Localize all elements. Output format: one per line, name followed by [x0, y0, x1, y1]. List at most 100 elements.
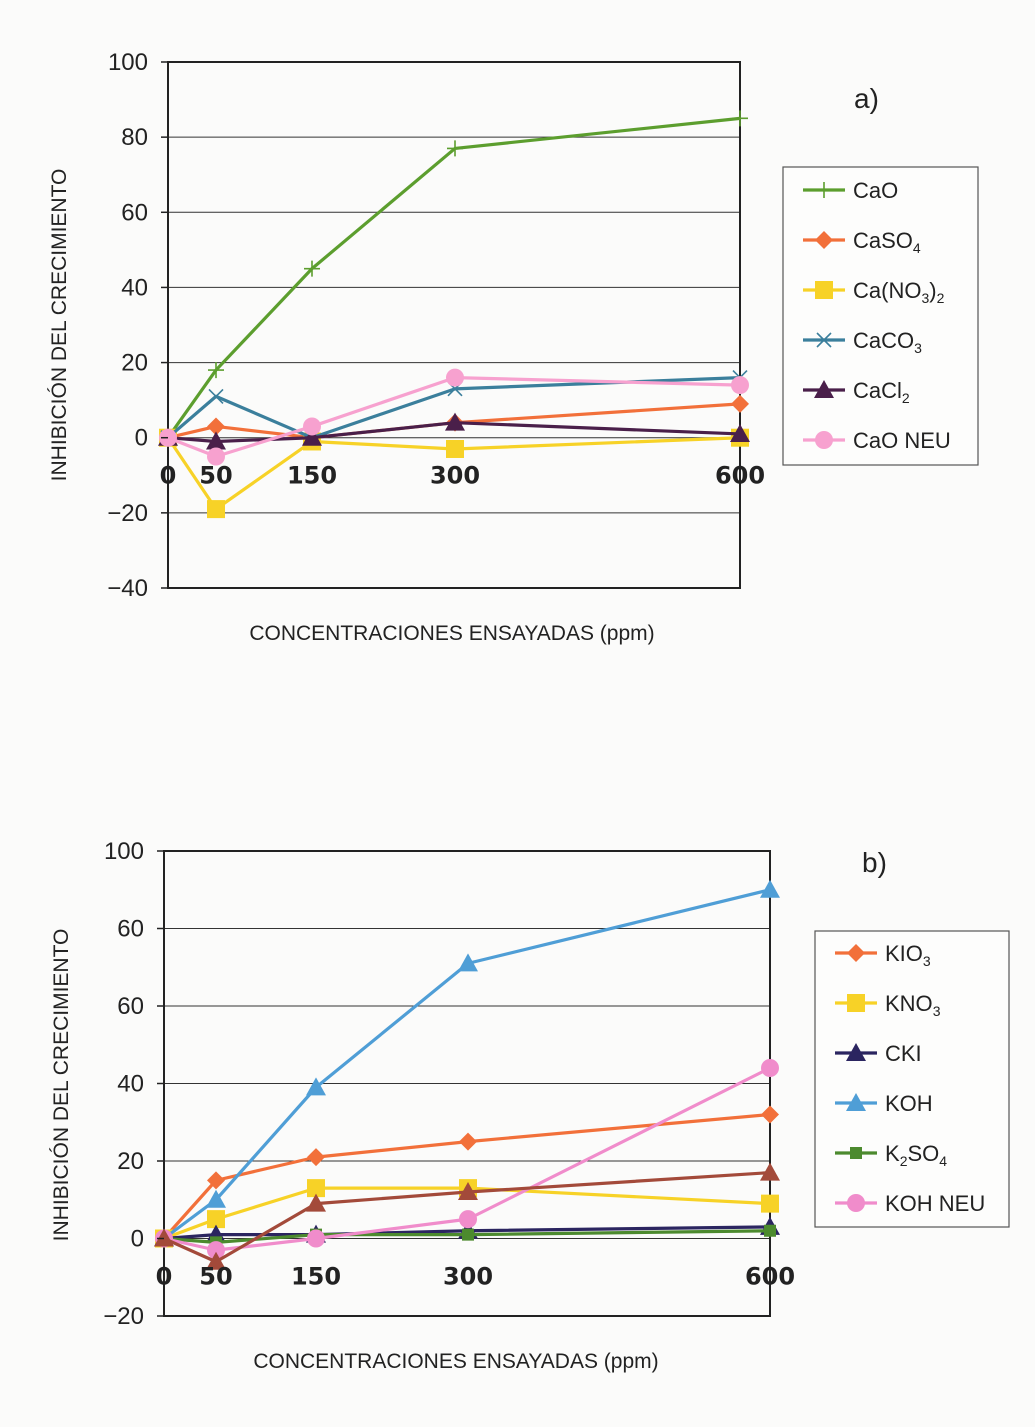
y-axis-title: INHIBICIÓN DEL CRECIMIENTO: [50, 929, 73, 1242]
y-tick-label: 80: [121, 124, 148, 151]
data-point: [307, 1148, 325, 1167]
legend-label: Ca(NO3)2: [853, 278, 945, 306]
y-tick-label: 40: [121, 274, 148, 301]
x-tick-label: 600: [745, 1263, 795, 1291]
data-point: [208, 388, 224, 404]
y-axis-title: INHIBICIÓN DEL CRECIMIENTO: [48, 169, 71, 482]
legend-item-k2so4: K2SO4: [835, 1141, 947, 1169]
gridlines: [164, 928, 770, 1239]
y-tick-label: −40: [107, 575, 148, 602]
legend-marker: [814, 380, 834, 398]
legend-item-caso4: CaSO4: [803, 228, 921, 256]
data-point: [206, 431, 226, 450]
data-point: [761, 1194, 779, 1213]
series-layer: [158, 110, 750, 519]
data-point: [761, 1105, 779, 1124]
legend-item-cao: CaO: [803, 178, 898, 203]
data-point: [760, 879, 780, 898]
x-tick-labels: 0 50 150 300 600: [160, 462, 765, 490]
y-tick-label: 100: [104, 838, 144, 865]
series-cao-neu: [159, 368, 749, 466]
series-layer: [154, 879, 780, 1270]
legend-label: CaCO3: [853, 328, 922, 356]
legend-item-koh-neu: KOH NEU: [835, 1191, 985, 1216]
legend-marker: [850, 1147, 862, 1159]
y-tick-label: 20: [117, 1148, 144, 1175]
data-point: [207, 1171, 225, 1190]
data-point: [447, 140, 463, 157]
data-point: [207, 500, 225, 519]
x-tick-label: 600: [715, 462, 765, 490]
data-point: [458, 1182, 478, 1200]
legend-item-cacl2: CaCl2: [803, 378, 910, 406]
series-kio3: [155, 1105, 779, 1248]
y-tick-label: 40: [117, 1071, 144, 1098]
legend-marker: [816, 182, 832, 198]
data-point: [445, 412, 465, 431]
legend-marker: [847, 1194, 865, 1212]
legend-box: [814, 930, 1010, 1228]
legend-label: KOH: [885, 1091, 933, 1116]
data-point: [304, 260, 320, 277]
data-point: [307, 1179, 325, 1198]
y-tick-label: 0: [135, 425, 148, 452]
series-series-6: [154, 1162, 780, 1270]
y-tick-label: −20: [103, 1303, 144, 1330]
legend-label: CKI: [885, 1041, 922, 1066]
legend: KIO3 KNO3 CKI KOH K2SO4 KOH NEU: [814, 930, 1010, 1228]
data-point: [154, 1228, 174, 1247]
data-point: [730, 423, 750, 442]
data-point: [303, 417, 321, 436]
plot-area: [167, 61, 741, 589]
legend-item-caco3: CaCO3: [803, 328, 922, 356]
chart-panel-b: 100 60 60 40 20 0 −20 0 50 150 300 600 INHIBICIÓN …: [50, 838, 1010, 1373]
data-point: [302, 427, 322, 446]
panel-label: b): [862, 847, 887, 878]
data-point: [306, 1077, 326, 1096]
legend-label: KOH NEU: [885, 1191, 985, 1216]
legend-label: KNO3: [885, 991, 941, 1019]
data-point: [459, 1210, 477, 1229]
legend-item-cao-neu: CaO NEU: [803, 428, 951, 453]
legend-marker: [847, 944, 865, 962]
data-point: [458, 953, 478, 972]
legend-marker: [815, 281, 833, 299]
y-tick-label: 20: [121, 350, 148, 377]
legend-box: [782, 166, 979, 466]
chart-panel-a: 100 80 60 40 20 0 −20 −40 0 50 150 300 600 INHIBICI…: [48, 49, 979, 645]
data-point: [307, 1229, 325, 1248]
legend-item-koh: KOH: [835, 1091, 933, 1116]
data-point: [761, 1059, 779, 1077]
x-tick-label: 150: [287, 462, 337, 490]
x-tick-label: 50: [199, 1263, 232, 1291]
y-tick-label: 100: [108, 49, 148, 76]
legend-marker: [815, 431, 833, 449]
x-tick-label: 300: [443, 1263, 493, 1291]
data-point: [462, 1228, 474, 1241]
legend-item-kio3: KIO3: [835, 941, 931, 969]
legend-marker: [846, 1043, 866, 1061]
x-tick-label: 0: [156, 1263, 173, 1291]
legend-marker: [815, 231, 833, 249]
legend-label: CaCl2: [853, 378, 910, 406]
gridlines: [168, 136, 740, 514]
legend-marker: [847, 994, 865, 1012]
data-point: [306, 1193, 326, 1212]
y-tick-labels: 100 80 60 40 20 0 −20 −40: [107, 49, 168, 602]
x-tick-label: 0: [160, 462, 177, 490]
data-point: [207, 1210, 225, 1229]
x-tick-labels: 0 50 150 300 600: [156, 1263, 795, 1291]
series-cao: [160, 110, 748, 446]
data-point: [206, 1189, 226, 1208]
data-point: [732, 110, 748, 127]
x-tick-label: 150: [291, 1263, 341, 1291]
legend-item-kno3: KNO3: [835, 991, 941, 1019]
series-koh: [154, 879, 780, 1247]
legend-item-cki: CKI: [835, 1041, 922, 1066]
x-tick-label: 50: [199, 462, 232, 490]
legend-marker: [816, 332, 832, 348]
y-tick-label: −20: [107, 500, 148, 527]
data-point: [206, 1251, 226, 1270]
legend-label: CaO NEU: [853, 428, 951, 453]
legend-marker: [846, 1093, 866, 1111]
